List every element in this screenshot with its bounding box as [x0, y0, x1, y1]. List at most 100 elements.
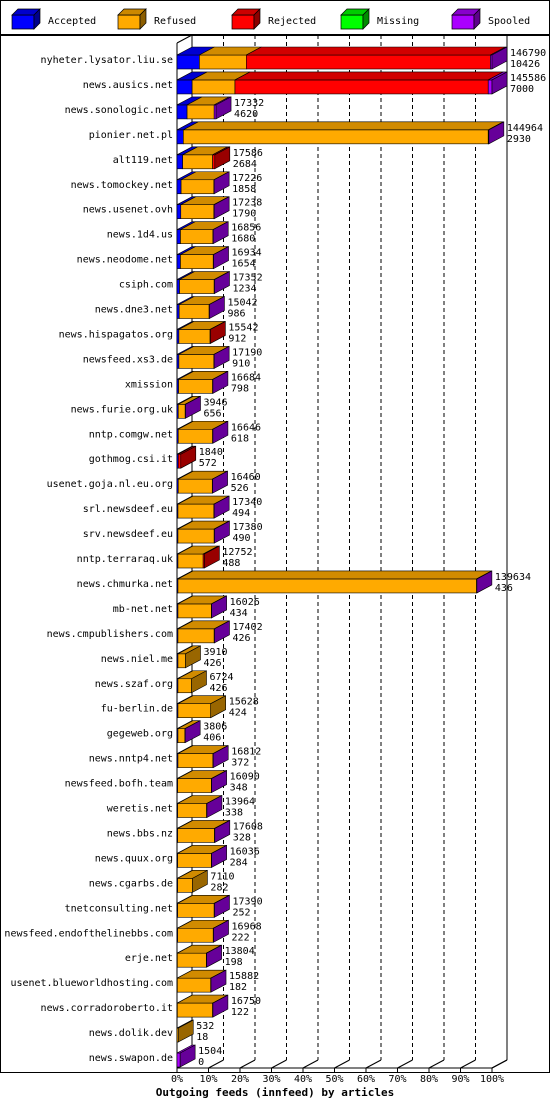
bar-segment-refused: [180, 179, 215, 195]
bar-row: [176, 71, 508, 95]
bar-segment-refused: [177, 478, 213, 494]
bar-segment-rejected: [177, 453, 182, 469]
accepted-label: 912: [228, 333, 246, 344]
total-label: 16856: [231, 223, 261, 234]
accepted-label: 618: [231, 433, 249, 444]
total-label: 17340: [232, 497, 262, 508]
bar-segment-refused: [177, 428, 213, 444]
total-label: 17332: [234, 98, 264, 109]
accepted-label: 0: [198, 1057, 204, 1068]
bar-end-face: [211, 770, 227, 794]
bar-end-face: [491, 46, 508, 70]
row-label: news.ausics.net: [83, 80, 173, 91]
legend-swatch-side: [362, 8, 370, 30]
x-axis-ticks: 0% 10% 20% 30% 40% 50% 60% 70% 80% 90% 100%: [171, 1068, 504, 1085]
bar-segment-accepted: [176, 304, 180, 319]
bar-end-face: [488, 121, 505, 145]
bar-row: [176, 844, 227, 868]
bar-segment-refused: [177, 902, 215, 918]
row-label: news.szaf.org: [95, 679, 173, 690]
y-axis-labels: nyheter.lysator.liu.se news.ausics.net new…: [4, 55, 173, 1064]
bar-segment-rejected: [234, 79, 489, 95]
row-label: weretis.net: [107, 804, 173, 815]
legend-swatch: [451, 14, 475, 30]
bar-segment-refused: [180, 254, 214, 269]
accepted-label: 910: [232, 358, 250, 369]
bar-segment-accepted: [176, 179, 182, 195]
bar-segment-refused: [177, 778, 212, 793]
total-label: 532: [196, 1021, 214, 1032]
bar-segment-refused: [177, 927, 214, 943]
bar-end-face: [210, 695, 227, 719]
row-label: nntp.terraraq.uk: [77, 554, 173, 565]
bar-row: [176, 869, 208, 893]
x-tick-label: 20%: [231, 1074, 249, 1085]
bar-segment-refused: [177, 952, 207, 968]
row-label: gegeweb.org: [107, 729, 173, 740]
legend-swatch: [11, 14, 35, 30]
bar-segment-top: [183, 121, 504, 131]
accepted-label: 526: [231, 483, 249, 494]
bar-segment-refused: [177, 528, 215, 544]
legend-swatch-side: [139, 8, 147, 30]
bar-segment-refused: [191, 79, 236, 95]
total-label: 15542: [228, 322, 258, 333]
row-label: news.niel.me: [101, 654, 173, 665]
row-label: news.tomockey.net: [71, 180, 173, 191]
bar-segment-refused: [177, 803, 207, 818]
total-label: 15628: [229, 697, 259, 708]
bar-row: [176, 570, 493, 594]
grid-depth: [460, 1059, 476, 1069]
accepted-label: 348: [230, 783, 248, 794]
accepted-label: 490: [232, 533, 250, 544]
bar-end-face: [213, 495, 230, 519]
total-label: 13804: [225, 946, 255, 957]
total-label: 16684: [231, 372, 261, 383]
total-label: 17190: [232, 347, 262, 358]
total-label: 3946: [204, 397, 228, 408]
accepted-label: 986: [227, 309, 245, 320]
total-label: 13964: [225, 797, 255, 808]
bar-segment-accepted: [176, 79, 193, 95]
bar-row: [176, 670, 207, 694]
bar-end-face: [210, 969, 227, 993]
total-label: 17608: [233, 821, 263, 832]
grid-depth: [365, 1059, 382, 1069]
bar-end-face: [206, 795, 223, 818]
bar-end-face: [491, 71, 508, 95]
grid-depth: [208, 1059, 224, 1069]
bar-segment-accepted: [176, 204, 182, 219]
accepted-label: 1790: [232, 209, 256, 220]
bar-row: [176, 770, 227, 794]
bar-row: [176, 894, 230, 918]
accepted-label: 494: [232, 508, 250, 519]
bar-row: [176, 969, 227, 993]
bar-row: [176, 221, 229, 245]
total-label: 16968: [232, 921, 262, 932]
bar-segment-refused: [177, 703, 212, 719]
x-tick-label: 50%: [325, 1074, 343, 1085]
bar-end-face: [214, 271, 230, 295]
bar-segment-accepted: [176, 254, 181, 269]
row-label: news.swapon.de: [89, 1053, 173, 1064]
bar-end-face: [177, 1019, 194, 1043]
bar-segment-refused: [179, 279, 215, 294]
bar-segment-refused: [177, 1002, 213, 1018]
total-label: 17352: [232, 273, 262, 284]
row-label: newsfeed.bofh.team: [65, 779, 173, 790]
bar-row: [176, 121, 505, 145]
row-label: news.usenet.ovh: [83, 205, 173, 216]
bar-row: [176, 819, 231, 843]
bar-segment-refused: [177, 878, 193, 893]
bar-segment-refused: [177, 678, 192, 694]
row-label: xmission: [125, 379, 173, 390]
row-label: news.dne3.net: [95, 305, 173, 316]
bar-segment-refused: [186, 104, 215, 120]
bar-row: [176, 1019, 194, 1043]
bar-row: [176, 445, 197, 469]
bar-segment-refused: [177, 653, 186, 669]
accepted-label: 198: [225, 957, 243, 968]
bar-row: [176, 246, 229, 270]
bar-end-face: [213, 171, 230, 195]
